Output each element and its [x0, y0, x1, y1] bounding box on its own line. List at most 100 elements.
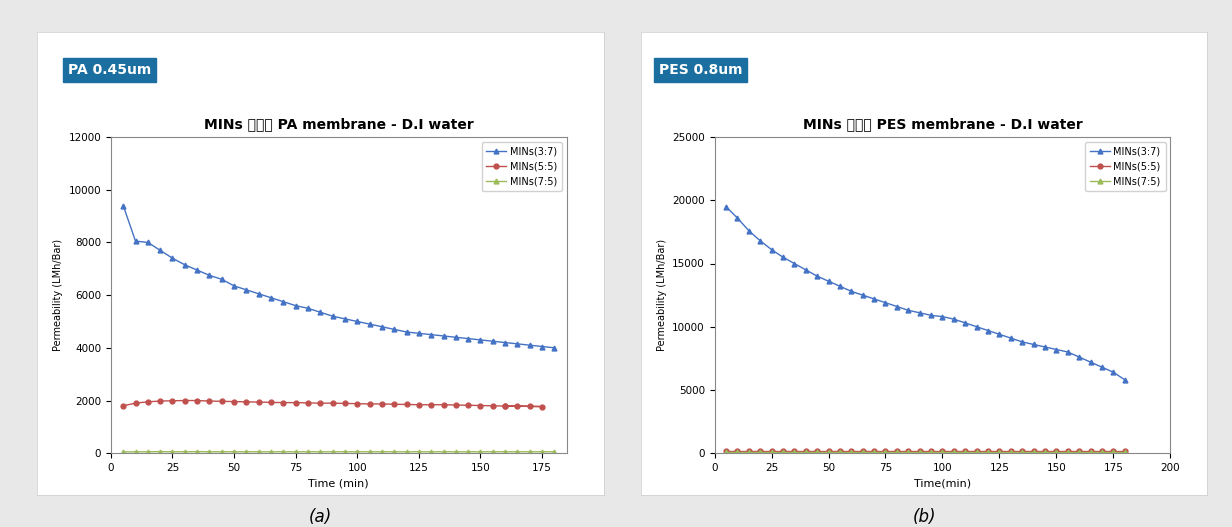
- MINs(7:5): [833, 449, 848, 455]
- MINs(5:5): [128, 400, 143, 406]
- MINs(3:7): [1094, 364, 1109, 370]
- Text: (b): (b): [912, 508, 936, 526]
- MINs(5:5): [935, 448, 950, 454]
- MINs(3:7): [729, 215, 744, 221]
- MINs(5:5): [1015, 448, 1030, 454]
- MINs(7:5): [399, 448, 414, 455]
- MINs(5:5): [970, 448, 984, 454]
- MINs(5:5): [1003, 448, 1018, 454]
- MINs(3:7): [912, 310, 926, 316]
- MINs(5:5): [981, 448, 995, 454]
- MINs(3:7): [1117, 377, 1132, 383]
- MINs(5:5): [264, 399, 278, 406]
- MINs(7:5): [325, 448, 340, 455]
- MINs(3:7): [264, 295, 278, 301]
- MINs(7:5): [855, 449, 870, 455]
- Line: MINs(7:5): MINs(7:5): [723, 450, 1127, 455]
- MINs(7:5): [448, 448, 463, 455]
- MINs(7:5): [1061, 449, 1076, 455]
- Legend: MINs(3:7), MINs(5:5), MINs(7:5): MINs(3:7), MINs(5:5), MINs(7:5): [482, 142, 562, 191]
- MINs(5:5): [946, 448, 961, 454]
- MINs(7:5): [264, 448, 278, 455]
- MINs(7:5): [958, 449, 973, 455]
- MINs(3:7): [338, 316, 352, 322]
- MINs(7:5): [547, 448, 562, 455]
- MINs(3:7): [190, 267, 205, 273]
- MINs(7:5): [844, 449, 859, 455]
- MINs(5:5): [1072, 448, 1087, 454]
- MINs(7:5): [165, 448, 180, 455]
- MINs(5:5): [214, 398, 229, 405]
- MINs(7:5): [787, 449, 802, 455]
- MINs(7:5): [1072, 449, 1087, 455]
- MINs(7:5): [140, 448, 155, 455]
- MINs(5:5): [867, 448, 882, 454]
- MINs(5:5): [387, 401, 402, 407]
- MINs(7:5): [764, 449, 779, 455]
- MINs(3:7): [809, 273, 824, 279]
- MINs(7:5): [753, 449, 768, 455]
- MINs(3:7): [821, 278, 835, 285]
- MINs(5:5): [1117, 448, 1132, 454]
- MINs(3:7): [116, 202, 131, 209]
- MINs(7:5): [1015, 449, 1030, 455]
- MINs(7:5): [350, 448, 365, 455]
- MINs(3:7): [424, 331, 439, 338]
- MINs(3:7): [387, 326, 402, 333]
- MINs(3:7): [547, 345, 562, 351]
- Text: (a): (a): [309, 508, 331, 526]
- MINs(3:7): [325, 313, 340, 319]
- MINs(7:5): [202, 448, 217, 455]
- MINs(5:5): [764, 448, 779, 454]
- MINs(5:5): [227, 398, 241, 405]
- MINs(5:5): [1106, 448, 1121, 454]
- MINs(3:7): [535, 344, 549, 350]
- X-axis label: Time(min): Time(min): [914, 479, 971, 489]
- MINs(3:7): [833, 283, 848, 289]
- MINs(5:5): [1048, 448, 1063, 454]
- MINs(3:7): [362, 321, 377, 327]
- MINs(7:5): [461, 448, 476, 455]
- MINs(5:5): [177, 397, 192, 404]
- MINs(7:5): [1106, 449, 1121, 455]
- MINs(7:5): [239, 448, 254, 455]
- MINs(3:7): [227, 282, 241, 289]
- Line: MINs(3:7): MINs(3:7): [723, 204, 1127, 382]
- MINs(7:5): [153, 448, 168, 455]
- Text: PA 0.45um: PA 0.45um: [68, 63, 152, 77]
- MINs(7:5): [798, 449, 813, 455]
- MINs(7:5): [375, 448, 389, 455]
- MINs(7:5): [924, 449, 939, 455]
- MINs(7:5): [935, 449, 950, 455]
- Legend: MINs(3:7), MINs(5:5), MINs(7:5): MINs(3:7), MINs(5:5), MINs(7:5): [1085, 142, 1165, 191]
- MINs(3:7): [448, 334, 463, 340]
- MINs(5:5): [833, 448, 848, 454]
- MINs(7:5): [981, 449, 995, 455]
- MINs(5:5): [399, 402, 414, 408]
- MINs(5:5): [742, 448, 756, 454]
- MINs(3:7): [313, 309, 328, 315]
- MINs(3:7): [1015, 339, 1030, 345]
- MINs(5:5): [338, 401, 352, 407]
- MINs(7:5): [776, 449, 791, 455]
- MINs(5:5): [776, 448, 791, 454]
- MINs(3:7): [202, 272, 217, 278]
- MINs(3:7): [844, 288, 859, 295]
- Y-axis label: Permeability (LMh/Bar): Permeability (LMh/Bar): [53, 239, 63, 351]
- MINs(3:7): [214, 276, 229, 282]
- MINs(3:7): [1083, 359, 1098, 365]
- MINs(3:7): [301, 305, 315, 311]
- MINs(3:7): [350, 318, 365, 325]
- MINs(3:7): [878, 299, 893, 306]
- Text: PES 0.8um: PES 0.8um: [659, 63, 743, 77]
- MINs(5:5): [992, 448, 1007, 454]
- MINs(3:7): [399, 329, 414, 335]
- MINs(5:5): [473, 403, 488, 409]
- MINs(7:5): [1083, 449, 1098, 455]
- MINs(5:5): [375, 401, 389, 407]
- MINs(5:5): [1083, 448, 1098, 454]
- MINs(5:5): [313, 400, 328, 406]
- MINs(7:5): [301, 448, 315, 455]
- MINs(3:7): [473, 337, 488, 343]
- MINs(5:5): [485, 403, 500, 409]
